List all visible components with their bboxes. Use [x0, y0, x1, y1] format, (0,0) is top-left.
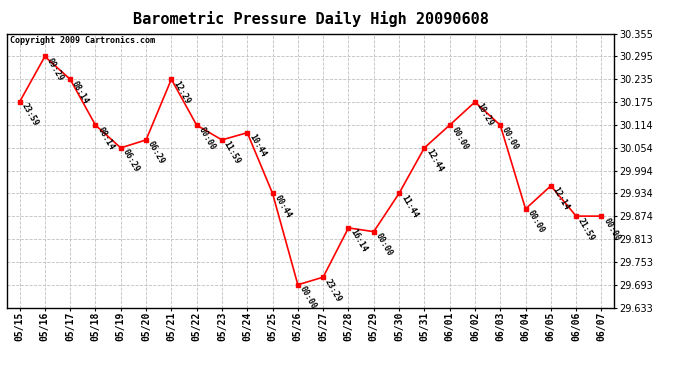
Text: 12:29: 12:29 — [171, 79, 192, 105]
Text: 00:00: 00:00 — [450, 125, 470, 151]
Text: 11:44: 11:44 — [399, 194, 420, 219]
Text: 09:29: 09:29 — [45, 57, 65, 82]
Text: Barometric Pressure Daily High 20090608: Barometric Pressure Daily High 20090608 — [132, 11, 489, 27]
Text: 23:29: 23:29 — [323, 277, 344, 303]
Text: 00:00: 00:00 — [374, 232, 394, 258]
Text: 00:00: 00:00 — [526, 209, 546, 235]
Text: Copyright 2009 Cartronics.com: Copyright 2009 Cartronics.com — [10, 36, 155, 45]
Text: 11:59: 11:59 — [222, 140, 242, 166]
Text: 00:00: 00:00 — [298, 285, 318, 311]
Text: 06:29: 06:29 — [121, 148, 141, 174]
Text: 00:44: 00:44 — [273, 194, 293, 219]
Text: 08:14: 08:14 — [95, 125, 116, 151]
Text: 16:14: 16:14 — [348, 228, 368, 254]
Text: 12:44: 12:44 — [424, 148, 444, 174]
Text: 10:44: 10:44 — [247, 133, 268, 159]
Text: 12:14: 12:14 — [551, 186, 571, 212]
Text: 21:59: 21:59 — [576, 216, 596, 242]
Text: 08:14: 08:14 — [70, 79, 90, 105]
Text: 00:00: 00:00 — [602, 216, 622, 242]
Text: 23:59: 23:59 — [19, 102, 40, 128]
Text: 10:29: 10:29 — [475, 102, 495, 128]
Text: 06:29: 06:29 — [146, 140, 166, 166]
Text: 00:00: 00:00 — [197, 125, 217, 151]
Text: 00:00: 00:00 — [500, 125, 520, 151]
